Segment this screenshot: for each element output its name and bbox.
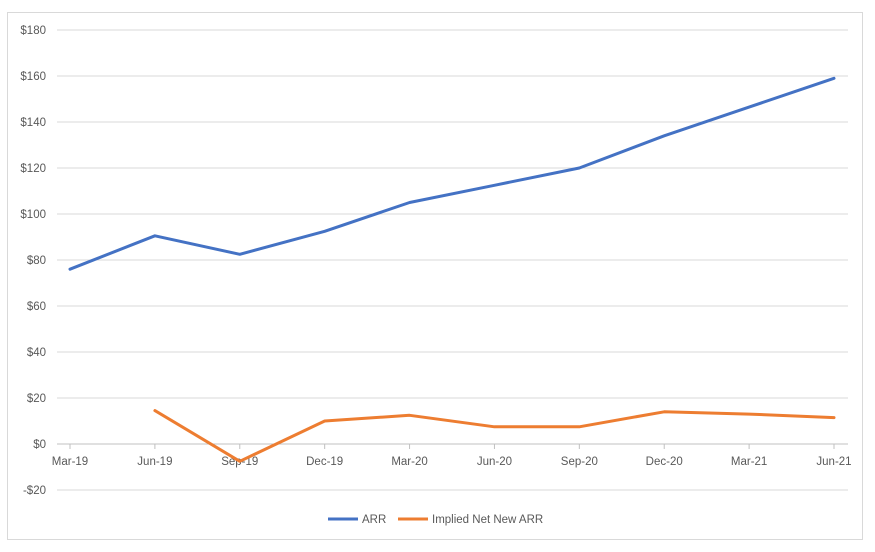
y-tick-label: $140 xyxy=(20,117,46,129)
x-tick-label: Mar-20 xyxy=(391,456,427,468)
gridlines xyxy=(57,29,848,491)
x-tick-label: Jun-19 xyxy=(137,456,172,468)
y-tick-label: $60 xyxy=(27,301,46,313)
chart-frame xyxy=(7,12,863,540)
y-tick-label: $180 xyxy=(20,25,46,37)
y-tick-label: -$20 xyxy=(23,485,46,497)
series-lines xyxy=(68,76,836,463)
legend: ARR Implied Net New ARR xyxy=(328,514,543,526)
legend-label-0: ARR xyxy=(362,514,386,526)
y-tick-label: $160 xyxy=(20,71,46,83)
x-tick-label: Jun-20 xyxy=(477,456,512,468)
series-line-1 xyxy=(153,409,836,463)
legend-label-1: Implied Net New ARR xyxy=(432,514,543,526)
x-tick-label: Mar-19 xyxy=(52,456,88,468)
x-tick-label: Mar-21 xyxy=(731,456,767,468)
x-tick-label: Sep-20 xyxy=(561,456,598,468)
y-tick-label: $120 xyxy=(20,163,46,175)
y-axis-labels: -$20 $0 $20 $40 $60 $80 $100 $120 $140 $160 $180 xyxy=(20,25,46,497)
x-axis-labels: Mar-19 Jun-19 Sep-19 Dec-19 Mar-20 Jun-20 Sep-… xyxy=(52,444,852,468)
y-tick-label: $100 xyxy=(20,209,46,221)
x-tick-label: Jun-21 xyxy=(816,456,851,468)
x-tick-label: Dec-20 xyxy=(646,456,683,468)
series-line-0 xyxy=(68,76,836,271)
y-tick-label: $20 xyxy=(27,393,46,405)
y-tick-label: $80 xyxy=(27,255,46,267)
y-tick-label: $40 xyxy=(27,347,46,359)
y-tick-label: $0 xyxy=(33,439,46,451)
x-tick-label: Dec-19 xyxy=(306,456,343,468)
